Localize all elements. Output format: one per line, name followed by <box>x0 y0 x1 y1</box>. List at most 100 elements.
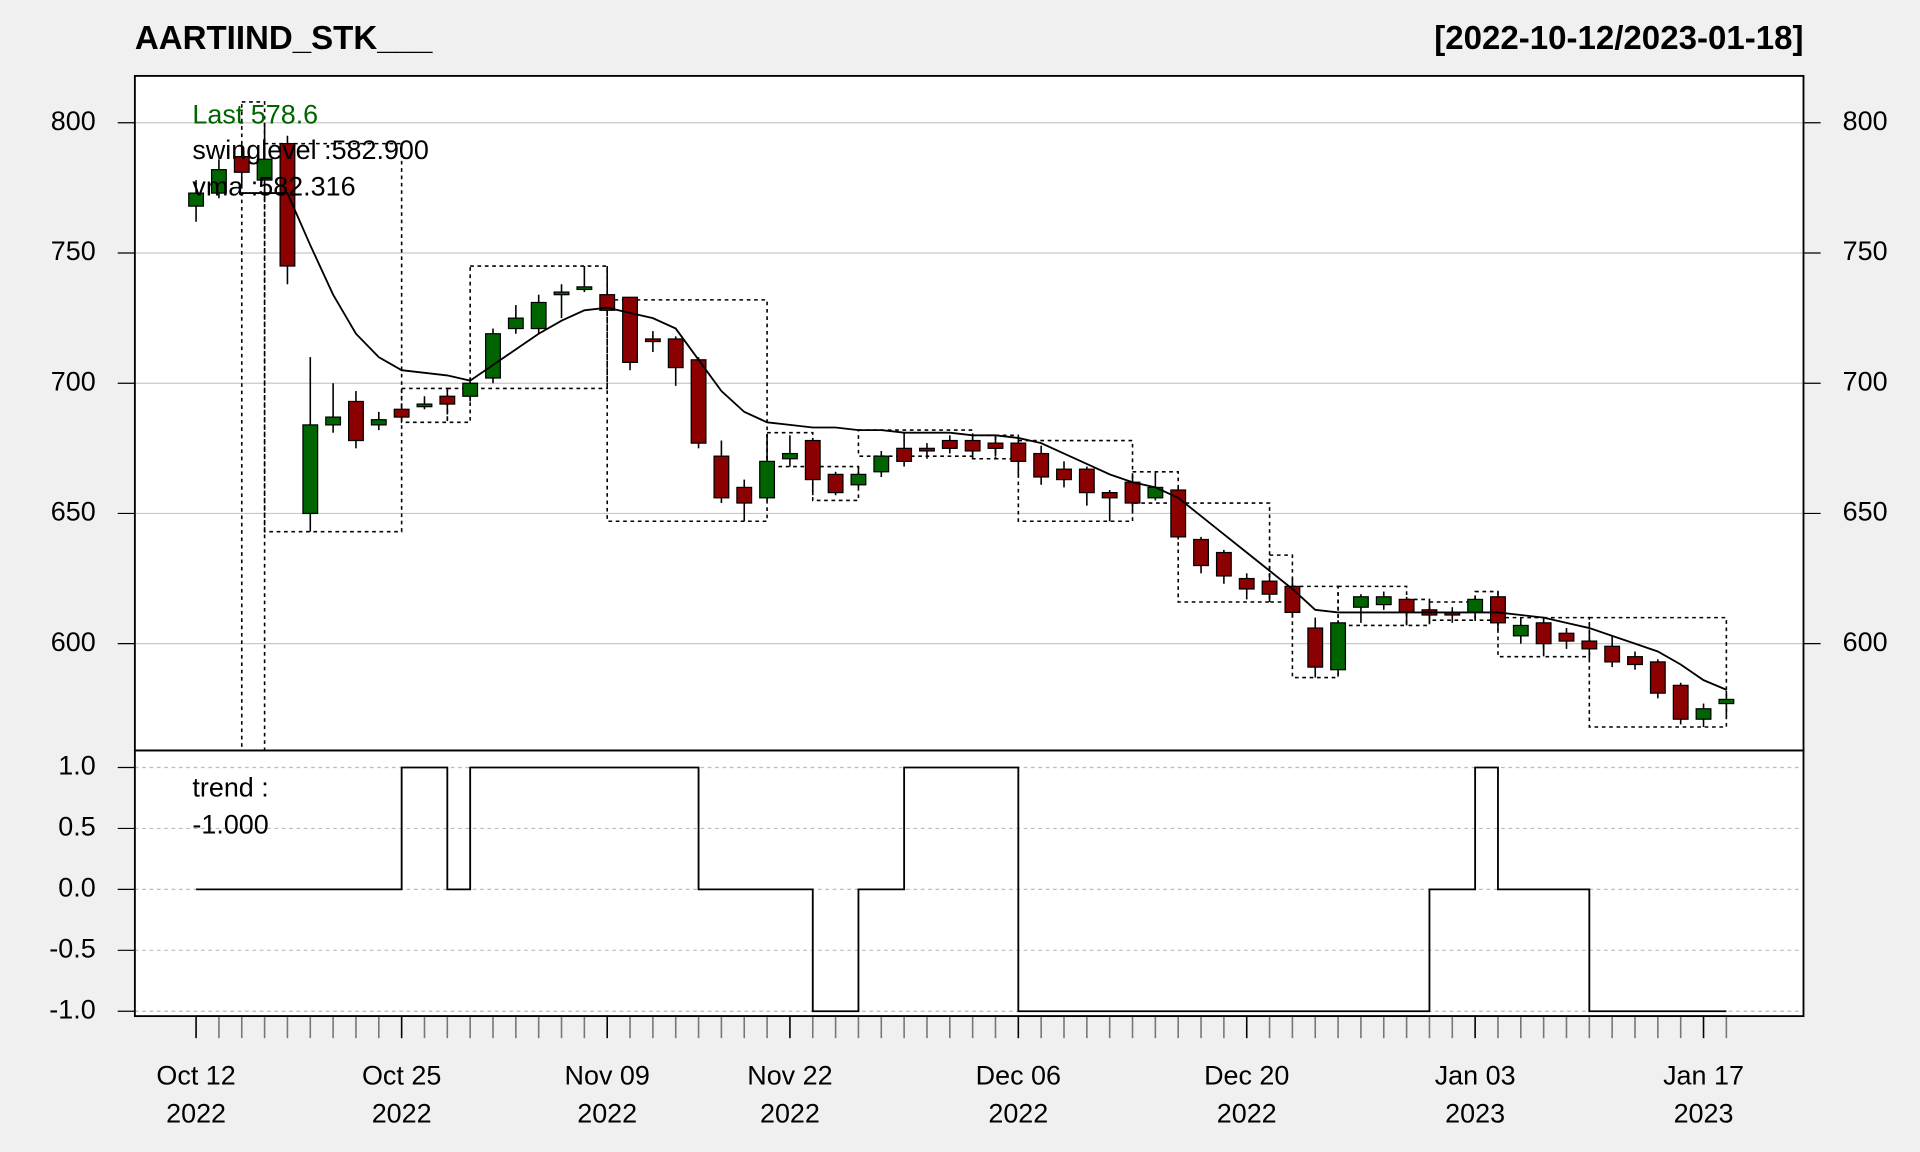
y-tick-label: 650 <box>51 497 96 527</box>
candle-body <box>279 143 296 267</box>
candle-body <box>644 338 661 343</box>
x-tick-label-year: 2023 <box>1445 1098 1505 1128</box>
candle-body <box>896 447 913 462</box>
candle-body <box>941 439 958 449</box>
candle-body <box>462 382 479 397</box>
candle-body <box>1193 538 1210 567</box>
candle-body <box>348 400 364 442</box>
candle-body <box>1284 585 1301 614</box>
candle-body <box>827 473 844 494</box>
x-tick-label-year: 2022 <box>577 1098 637 1128</box>
candle-body <box>1307 627 1324 668</box>
candle-body <box>507 317 524 330</box>
x-tick-label: Jan 17 <box>1663 1060 1744 1090</box>
candle-body <box>210 169 227 194</box>
swing-level-box <box>1337 585 1408 627</box>
candle-body <box>1261 580 1278 595</box>
legend-trend: trend : <box>192 773 268 803</box>
y-tick-label: 800 <box>51 106 96 136</box>
candle-body <box>485 333 501 379</box>
candle-body <box>188 192 205 207</box>
main-panel <box>134 101 1804 751</box>
candle-body <box>1649 661 1666 694</box>
chart-title: AARTIIND_STK___ <box>135 20 433 57</box>
y-tick-label: -1.0 <box>49 994 95 1024</box>
legend-trend-value: -1.000 <box>192 809 268 839</box>
x-tick-label-year: 2023 <box>1674 1098 1734 1128</box>
candle-body <box>599 294 616 311</box>
candle-body <box>393 408 410 418</box>
x-tick-label: Dec 06 <box>976 1060 1061 1090</box>
candle-body <box>1352 596 1369 608</box>
candle-body <box>804 439 821 481</box>
candle-body <box>690 359 707 444</box>
candle-body <box>1375 596 1392 606</box>
y-tick-label-right: 750 <box>1843 236 1888 266</box>
x-tick-label: Jan 03 <box>1435 1060 1516 1090</box>
plot-background <box>134 75 1804 1017</box>
candle-body <box>1512 624 1529 637</box>
candle-body <box>919 447 935 452</box>
candle-body <box>1490 596 1506 624</box>
legend-swinglevel: swinglevel :582.900 <box>192 135 428 165</box>
candle-body <box>576 286 593 291</box>
candle-body <box>964 439 981 452</box>
candle-body <box>370 419 387 426</box>
candle-body <box>987 442 1004 449</box>
swing-level-box <box>469 265 608 390</box>
candle-body <box>1627 656 1643 666</box>
candle-body <box>325 416 342 426</box>
y-tick-label: 600 <box>51 627 96 657</box>
candle-body <box>1010 442 1027 462</box>
candle-body <box>1033 452 1050 478</box>
date-range: [2022-10-12/2023-01-18] <box>1434 20 1803 57</box>
x-tick-label: Oct 12 <box>156 1060 235 1090</box>
x-tick-label-year: 2022 <box>372 1098 432 1128</box>
vma-line <box>241 192 1727 691</box>
candle-body <box>1215 551 1232 577</box>
candle-body <box>233 156 250 173</box>
swing-level-box <box>1405 598 1431 627</box>
candle-body <box>850 473 867 486</box>
y-tick-label-right: 650 <box>1843 497 1888 527</box>
candle-body <box>1101 492 1118 499</box>
candle-body <box>302 424 319 515</box>
candle-body <box>439 395 456 405</box>
candle-body <box>1467 598 1484 614</box>
swing-level-box <box>240 101 266 751</box>
candle-body <box>1581 640 1598 650</box>
candle-body <box>873 455 890 473</box>
candle-body <box>1078 468 1095 494</box>
candle-body <box>622 296 639 364</box>
candle-body <box>530 301 547 330</box>
candle-body <box>1535 622 1552 645</box>
y-tick-label: 0.0 <box>58 872 95 902</box>
trend-panel <box>134 766 1804 1013</box>
axes: 600 600 650 650 700 700 750 750 800 800 Oct 12 2022… <box>49 106 1887 1128</box>
candle-body <box>416 403 433 408</box>
y-tick-label-right: 800 <box>1843 106 1888 136</box>
candle-body <box>736 486 753 504</box>
swing-level-box <box>1177 502 1271 603</box>
swing-level-box <box>1588 616 1728 728</box>
swing-level-box <box>263 142 403 533</box>
candle-body <box>781 452 798 460</box>
x-tick-label-year: 2022 <box>988 1098 1048 1128</box>
x-tick-label-year: 2022 <box>760 1098 820 1128</box>
y-tick-label: 750 <box>51 236 96 266</box>
candle-body <box>1238 577 1255 590</box>
candle-body <box>1672 684 1689 720</box>
y-tick-label: 1.0 <box>58 751 95 781</box>
candle-body <box>1604 645 1621 663</box>
candle-body <box>1056 468 1072 481</box>
candle-body <box>759 460 776 499</box>
candle-body <box>553 291 570 296</box>
candle-body <box>256 158 273 181</box>
x-tick-label: Dec 20 <box>1204 1060 1289 1090</box>
legend-last: Last 578.6 <box>192 99 318 129</box>
candle-body <box>1124 481 1141 504</box>
candle-body <box>1718 698 1735 705</box>
candle-body <box>1558 632 1575 642</box>
